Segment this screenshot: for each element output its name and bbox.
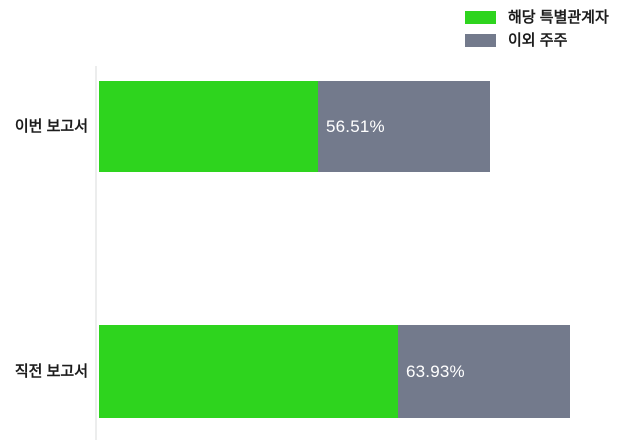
bar-this-report: 56.51%	[99, 81, 490, 172]
bar-segment-related-party[interactable]	[99, 81, 318, 172]
legend-item-other-shareholders[interactable]: 이외 주주	[465, 31, 609, 49]
legend-swatch-green-icon	[465, 10, 496, 24]
legend-label-other-shareholders: 이외 주주	[508, 31, 568, 49]
legend-label-related-party: 해당 특별관계자	[508, 8, 609, 26]
bar-segment-other-shareholders[interactable]: 56.51%	[318, 81, 490, 172]
legend-item-related-party[interactable]: 해당 특별관계자	[465, 8, 609, 26]
bar-value-label-this-report: 56.51%	[326, 116, 385, 136]
bar-segment-other-shareholders[interactable]: 63.93%	[398, 325, 570, 418]
legend-swatch-gray-icon	[465, 33, 496, 47]
bar-segment-related-party[interactable]	[99, 325, 398, 418]
bar-value-label-previous-report: 63.93%	[406, 361, 465, 381]
bar-previous-report: 63.93%	[99, 325, 570, 418]
chart-legend: 해당 특별관계자 이외 주주	[465, 8, 609, 49]
category-label-this-report: 이번 보고서	[14, 118, 88, 135]
category-label-previous-report: 직전 보고서	[14, 363, 88, 380]
y-axis-line	[95, 66, 97, 440]
